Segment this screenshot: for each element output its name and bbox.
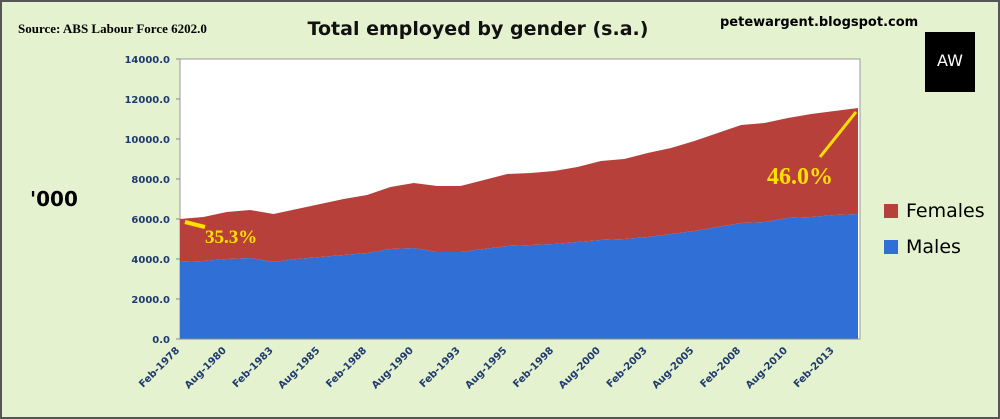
chart-title: Total employed by gender (s.a.) <box>308 18 649 40</box>
legend-label: Females <box>906 200 985 222</box>
source: Source: ABS Labour Force 6202.0 <box>18 21 207 36</box>
legend-label: Males <box>906 236 961 258</box>
y-tick-label: 2000.0 <box>131 295 170 306</box>
logo-box <box>925 32 975 92</box>
logo: AW <box>937 51 963 70</box>
legend-swatch <box>884 204 898 218</box>
y-tick-label: 8000.0 <box>131 175 170 186</box>
y-tick-label: 10000.0 <box>124 135 170 146</box>
areas <box>180 108 858 339</box>
y-tick-label: 0.0 <box>152 335 170 346</box>
annotation: 35.3% <box>205 227 257 248</box>
y-tick-label: 14000.0 <box>124 55 170 66</box>
watermark: petewargent.blogspot.com <box>720 15 918 30</box>
area <box>180 108 858 262</box>
y-tick-label: 12000.0 <box>124 95 170 106</box>
y-tick-label: 4000.0 <box>131 255 170 266</box>
annotation-line <box>184 220 206 229</box>
y-axis-label: '000 <box>30 187 78 211</box>
area <box>180 214 858 339</box>
annotation-line <box>818 111 858 158</box>
annotation: 46.0% <box>767 164 833 190</box>
y-tick-label: 6000.0 <box>131 215 170 226</box>
legend-swatch <box>884 240 898 254</box>
